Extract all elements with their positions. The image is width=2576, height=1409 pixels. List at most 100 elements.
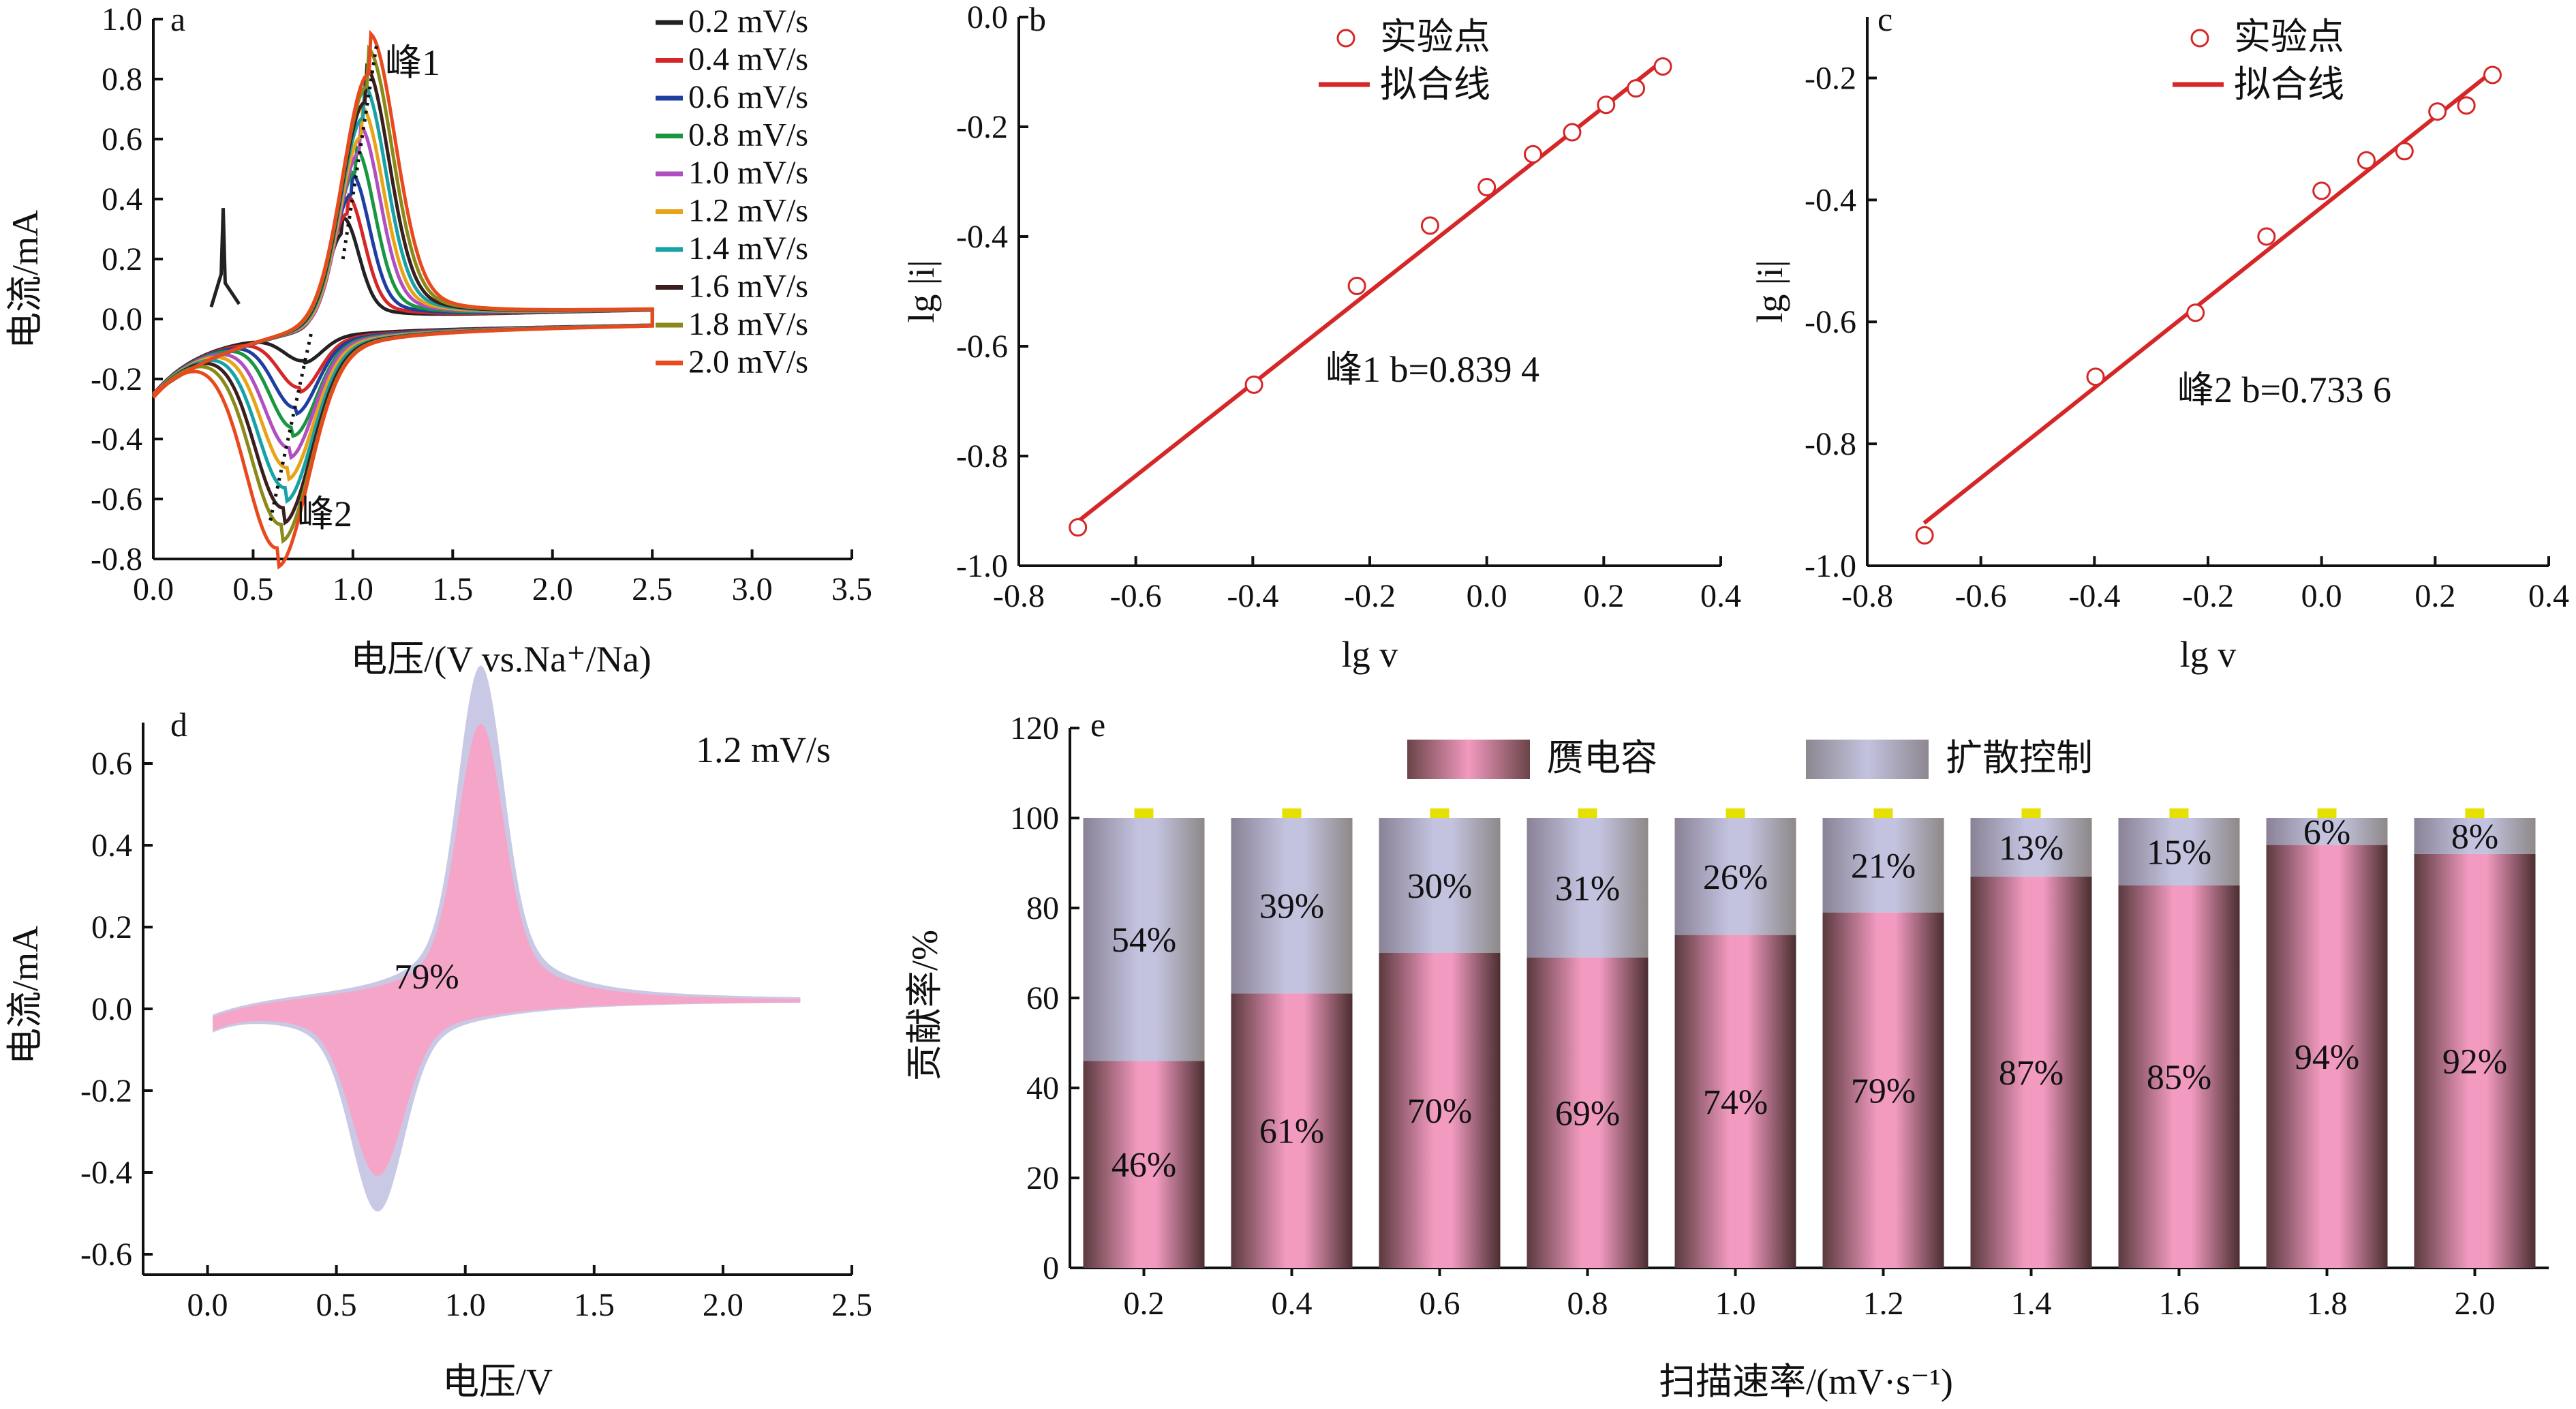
peak1-trend-line <box>341 42 379 260</box>
data-point <box>2357 151 2376 170</box>
panel-b-peak1-fit: -0.8 -0.6 -0.4 -0.2 0.0 0.2 0.4-1.0-0.8-0.6-0.… <box>901 0 1741 675</box>
x-tick-label: 2.0 <box>703 1287 743 1323</box>
y-tick-label: -0.8 <box>956 438 1008 474</box>
bar-pseudocapacitive <box>1231 993 1353 1268</box>
bar-diffusion <box>2266 818 2388 845</box>
panel-c-peak2-fit: -0.8 -0.6 -0.4 -0.2 0.0 0.2 0.4-1.0-0.8-0.6-0.… <box>1749 0 2569 675</box>
x-tick-label: 2.5 <box>831 1287 872 1323</box>
bar-cap <box>2021 808 2041 818</box>
pseudocapacitive-label: 61% <box>1259 1112 1324 1151</box>
capacitive-percent-label: 79% <box>394 958 459 997</box>
x-tick-label: 0.4 <box>1700 578 1741 614</box>
y-tick-label: -0.2 <box>80 1073 132 1109</box>
y-tick-label: 0 <box>1043 1250 1059 1286</box>
bar-pseudocapacitive <box>1822 912 1944 1268</box>
data-point <box>1915 526 1934 545</box>
x-tick-label: -0.2 <box>1344 578 1396 614</box>
x-tick-label: 0.6 <box>1420 1286 1460 1322</box>
x-tick-label: 0.0 <box>187 1287 228 1323</box>
cv-curve-1.6 <box>152 63 654 526</box>
pseudocapacitive-label: 79% <box>1851 1072 1916 1110</box>
bar-cap <box>1430 808 1450 818</box>
annotation-peak1: 峰1 <box>385 42 440 83</box>
y-tick-label: -0.4 <box>91 421 142 457</box>
bar-pseudocapacitive <box>1970 876 2092 1268</box>
panel-letter: a <box>170 0 185 38</box>
x-tick-label: 1.0 <box>333 571 373 607</box>
pseudocapacitive-label: 69% <box>1555 1094 1620 1133</box>
y-tick-label: 0.0 <box>91 991 132 1027</box>
y-tick-label: 0.6 <box>91 746 132 782</box>
data-point <box>1563 123 1582 142</box>
bar-pseudocapacitive <box>1379 953 1501 1268</box>
y-tick-label: -1.0 <box>956 548 1008 584</box>
y-tick-label: -0.4 <box>1805 182 1856 218</box>
bar-pseudocapacitive <box>1674 935 1796 1268</box>
x-tick-label: -0.8 <box>1841 578 1893 614</box>
panel-letter: e <box>1090 706 1105 744</box>
diffusion-label: 54% <box>1111 921 1176 960</box>
legend-marker-points <box>2190 29 2209 48</box>
x-tick-label: -0.2 <box>2182 578 2234 614</box>
y-tick-label: 40 <box>1026 1070 1059 1106</box>
legend-label: 1.4 mV/s <box>688 230 808 267</box>
y-axis-title: lg |i| <box>901 260 942 322</box>
x-axis-title: 电压/V <box>442 1361 553 1402</box>
data-point <box>2257 227 2276 246</box>
bar-diffusion <box>1674 818 1796 935</box>
x-tick-label: 2.0 <box>2455 1286 2496 1322</box>
bar-cap <box>2465 808 2485 818</box>
x-axis-title: lg v <box>1342 634 1398 675</box>
x-tick-label: 2.5 <box>632 571 673 607</box>
data-point <box>1523 145 1542 164</box>
bar-pseudocapacitive <box>1527 957 1649 1268</box>
data-point <box>1347 276 1366 295</box>
data-point <box>2428 102 2447 121</box>
bar-diffusion <box>1527 818 1649 958</box>
data-point <box>2395 142 2414 161</box>
x-tick-label: 1.0 <box>1715 1286 1756 1322</box>
x-axis-title: lg v <box>2180 634 2237 675</box>
x-tick-label: 0.0 <box>2301 578 2342 614</box>
legend-label-fit: 拟合线 <box>1380 64 1490 105</box>
fit-line <box>1075 59 1664 524</box>
data-point <box>2312 181 2331 200</box>
data-point <box>1627 79 1646 98</box>
data-point <box>2457 96 2476 115</box>
panel-letter: b <box>1029 0 1046 38</box>
x-tick-label: 1.6 <box>2159 1286 2200 1322</box>
bar-pseudocapacitive <box>2266 845 2388 1268</box>
y-tick-label: 0.2 <box>91 909 132 945</box>
bar-diffusion <box>1970 818 2092 877</box>
legend-label: 1.0 mV/s <box>688 155 808 191</box>
diffusion-label: 21% <box>1851 847 1916 885</box>
y-tick-label: -0.4 <box>80 1155 132 1191</box>
cv-curve-1.2 <box>152 103 654 483</box>
legend-label: 2.0 mV/s <box>688 344 808 380</box>
cv-curve-1.4 <box>152 81 654 504</box>
diffusion-label: 8% <box>2451 817 2498 856</box>
y-tick-label: -0.6 <box>80 1237 132 1273</box>
x-tick-label: 1.2 <box>1863 1286 1904 1322</box>
fit-annotation: 峰2 b=0.733 6 <box>2177 369 2391 410</box>
x-tick-label: -0.4 <box>2068 578 2120 614</box>
x-tick-label: 2.0 <box>532 571 573 607</box>
panel-a-cv-curves: 0.0 0.5 1.0 1.5 2.0 2.5 3.0 3.5 -0.8 -0.6 -0.4 -0.2… <box>5 0 872 680</box>
y-axis-title: lg |i| <box>1749 260 1790 322</box>
pseudocapacitive-label: 94% <box>2295 1038 2359 1077</box>
diffusion-label: 39% <box>1259 888 1324 926</box>
y-tick-label: 0.4 <box>91 828 132 864</box>
x-tick-label: -0.4 <box>1227 578 1278 614</box>
bar-pseudocapacitive <box>2118 885 2240 1268</box>
x-axis-title: 电压/(V vs.Na⁺/Na) <box>350 639 651 680</box>
x-tick-label: 1.5 <box>574 1287 615 1323</box>
legend-label-pseudocapacitive: 赝电容 <box>1547 738 1657 778</box>
data-point <box>2086 367 2105 387</box>
x-tick-label: 0.0 <box>133 571 174 607</box>
y-tick-label: -0.4 <box>956 219 1008 255</box>
bar-cap <box>2169 808 2189 818</box>
cv-curve-0.4 <box>152 192 654 396</box>
x-tick-label: 3.5 <box>831 571 872 607</box>
bar-diffusion <box>2414 818 2536 854</box>
